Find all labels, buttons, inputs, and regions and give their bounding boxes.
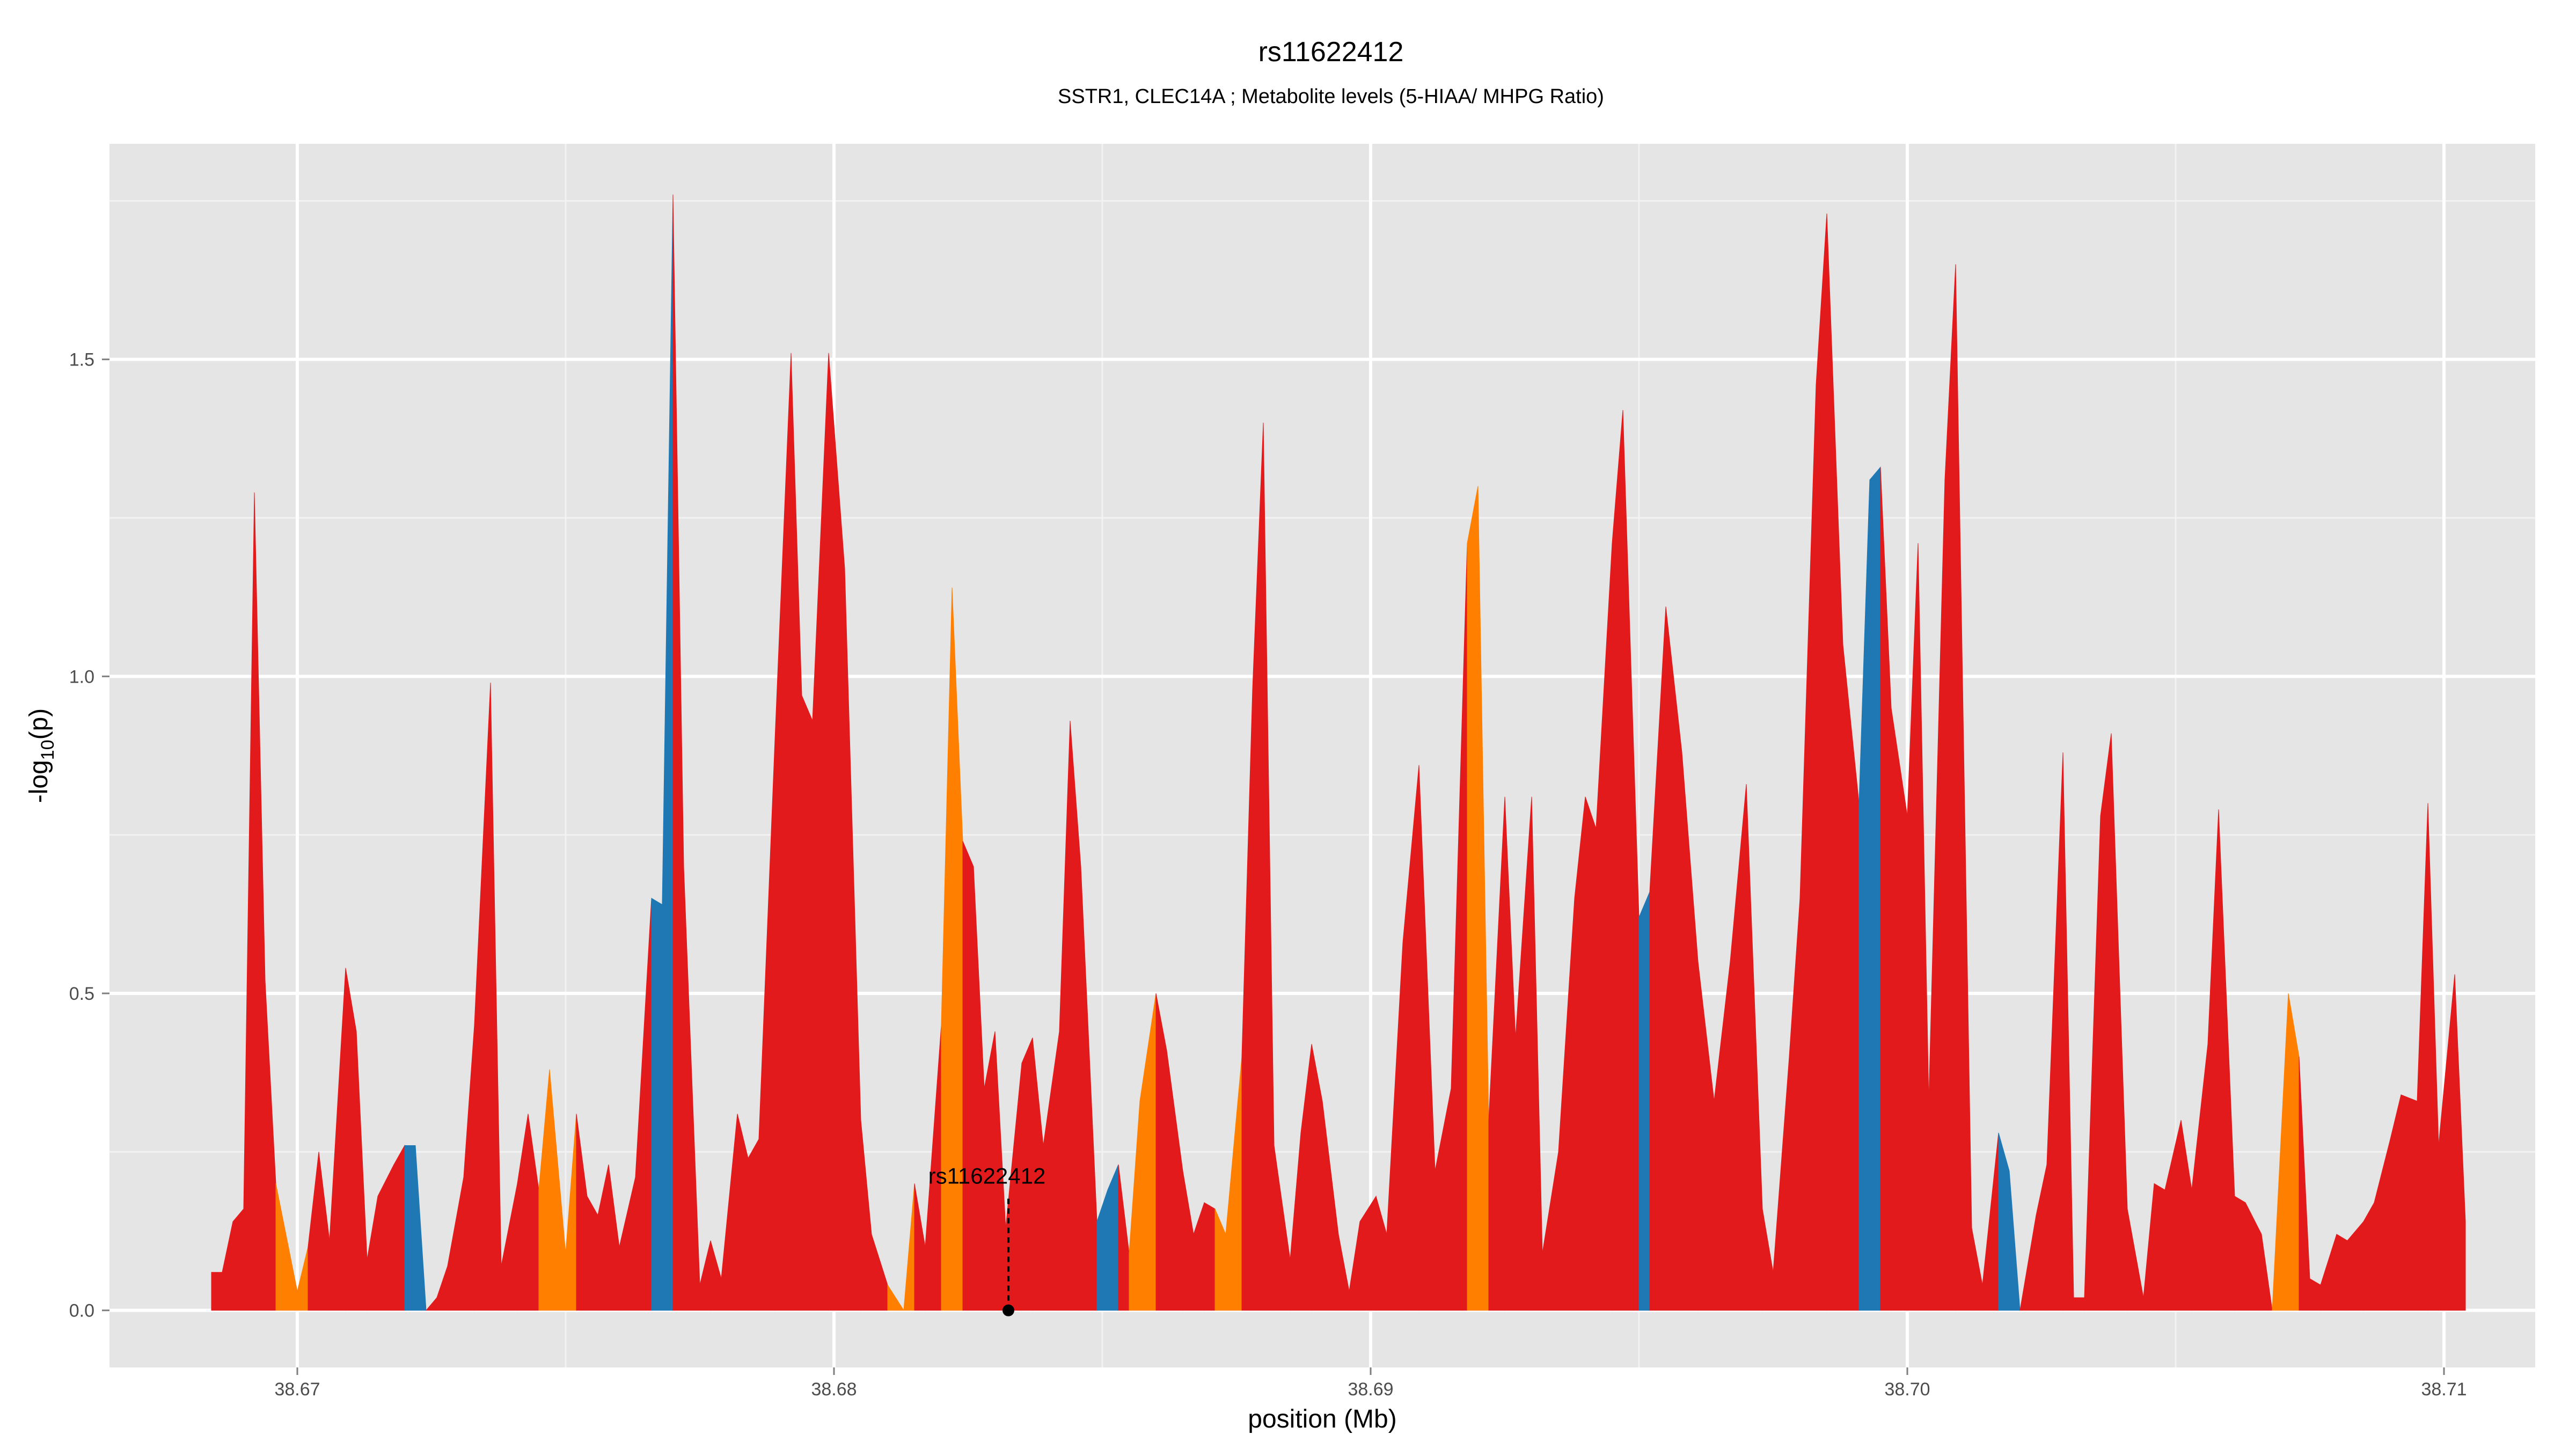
x-tick-label: 38.67: [274, 1379, 320, 1400]
chart-title: rs11622412: [1258, 36, 1404, 68]
annotation: rs11622412: [928, 1163, 1046, 1316]
area-segment: [2154, 1183, 2165, 1311]
area-segment: [2401, 1094, 2418, 1311]
minor-grid: [109, 144, 2535, 1367]
area-segment: [2261, 1234, 2273, 1311]
area-segment: [2100, 733, 2112, 1311]
annotation-label: rs11622412: [928, 1163, 1046, 1189]
y-axis-ticks: 0.0 0.5 1.0 1.5: [69, 350, 109, 1321]
area-segment: [393, 1144, 405, 1311]
y-axis-label-tail: (p): [25, 708, 53, 740]
area-segment: [748, 1138, 759, 1311]
area-segment: [404, 1145, 416, 1311]
x-axis-ticks: 38.67 38.68 38.69 38.70 38.71: [274, 1367, 2467, 1400]
y-axis-label: -log10(p): [25, 708, 58, 803]
area-segment: [2363, 1201, 2375, 1311]
area-segment: [2234, 1196, 2246, 1311]
y-axis-label-main: -log: [25, 760, 53, 803]
x-tick-label: 38.69: [1348, 1379, 1393, 1400]
area-segment: [2009, 1170, 2021, 1311]
y-tick-label: 0.0: [69, 1301, 94, 1321]
x-axis-label: position (Mb): [1248, 1405, 1396, 1433]
area-segment: [1869, 466, 1881, 1311]
x-tick-label: 38.68: [811, 1379, 857, 1400]
annotation-point: [1002, 1304, 1014, 1316]
area-segment: [2454, 974, 2466, 1311]
area-segment: [1638, 891, 1650, 1311]
y-tick-label: 1.5: [69, 350, 94, 370]
area-segment: [232, 1208, 244, 1311]
area-segment: [1585, 796, 1597, 1311]
x-tick-label: 38.70: [1884, 1379, 1930, 1400]
chart-subtitle: SSTR1, CLEC14A ; Metabolite levels (5-HI…: [1058, 85, 1604, 108]
area-segment: [887, 1284, 904, 1311]
area-segment: [1891, 708, 1908, 1311]
x-tick-label: 38.71: [2421, 1379, 2467, 1400]
area-segment: [1612, 410, 1623, 1311]
y-tick-label: 1.0: [69, 667, 94, 687]
area-segment: [587, 1195, 598, 1311]
area-segment: [962, 841, 974, 1311]
area-segment: [2073, 1297, 2085, 1311]
area-segment: [1204, 1202, 1216, 1311]
area-segment: [415, 1145, 427, 1311]
area-segment: [801, 695, 813, 1311]
y-tick-label: 0.5: [69, 984, 94, 1004]
y-axis-label-subscript: 10: [38, 740, 58, 760]
area-segment: [211, 1272, 223, 1311]
area-segment: [1816, 213, 1827, 1311]
area-segment: [1107, 1164, 1119, 1311]
area-segment: [2336, 1234, 2348, 1311]
area-segment: [1467, 486, 1479, 1311]
area-segment: [1155, 993, 1167, 1311]
area-segment: [651, 897, 663, 1311]
area-series: [211, 194, 2466, 1311]
